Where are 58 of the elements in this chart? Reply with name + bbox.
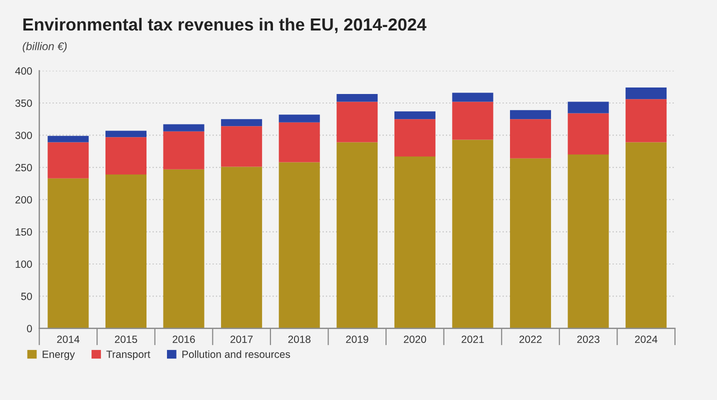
- bar: [336, 142, 378, 328]
- bar: [163, 169, 204, 328]
- x-tick-label: 2020: [404, 336, 426, 343]
- y-tick-label: 0: [26, 324, 32, 332]
- chart-title: Environmental tax revenues in the EU, 2014-2024: [23, 18, 426, 34]
- x-tick-label: 2017: [230, 336, 253, 343]
- bar: [48, 178, 89, 328]
- bar: [452, 92, 494, 102]
- y-tick-label: 100: [16, 260, 32, 268]
- x-tick-label: 2018: [288, 336, 310, 343]
- bar: [105, 137, 146, 174]
- x-tick-label: 2014: [57, 336, 80, 343]
- y-tick-label: 250: [15, 164, 32, 172]
- bar: [163, 124, 204, 132]
- bar: [48, 142, 89, 178]
- bar: [105, 174, 146, 328]
- bar: [626, 88, 667, 100]
- bar: [221, 126, 262, 167]
- bar: [568, 113, 609, 155]
- bar: [510, 119, 552, 158]
- bar: [626, 99, 667, 142]
- bar: [336, 102, 378, 142]
- bar: [336, 94, 378, 102]
- y-tick-label: 200: [15, 196, 32, 204]
- bar: [394, 119, 436, 156]
- y-tick-label: 300: [15, 132, 32, 140]
- bar: [221, 119, 262, 126]
- legend-label: Transport: [106, 350, 150, 360]
- bar: [568, 102, 609, 114]
- bar: [278, 122, 320, 162]
- bar: [568, 154, 609, 328]
- bar: [394, 111, 436, 120]
- y-tick-label: 400: [15, 67, 32, 75]
- x-tick-label: 2019: [346, 336, 368, 343]
- x-tick-label: 2021: [462, 336, 484, 343]
- y-tick-label: 50: [21, 292, 32, 300]
- bar: [163, 131, 204, 170]
- legend-label: Pollution and resources: [182, 350, 290, 358]
- bar: [48, 136, 89, 142]
- bar: [278, 162, 320, 328]
- chart-subtitle: (billion €): [22, 42, 67, 52]
- y-tick-label: 350: [15, 100, 32, 107]
- bar: [452, 140, 494, 328]
- legend-label: Energy: [42, 350, 75, 360]
- x-tick-label: 2024: [635, 336, 658, 343]
- bar: [626, 142, 667, 328]
- bar: [510, 158, 552, 328]
- x-tick-label: 2016: [172, 336, 195, 343]
- x-tick-label: 2015: [114, 336, 138, 343]
- bar: [278, 114, 320, 122]
- bar: [105, 130, 146, 138]
- bar: [394, 156, 436, 328]
- x-tick-label: 2023: [577, 336, 600, 343]
- bar: [221, 166, 262, 328]
- bar: [510, 110, 552, 120]
- x-tick-label: 2022: [519, 336, 542, 343]
- y-tick-label: 150: [16, 228, 32, 236]
- bar: [452, 102, 494, 140]
